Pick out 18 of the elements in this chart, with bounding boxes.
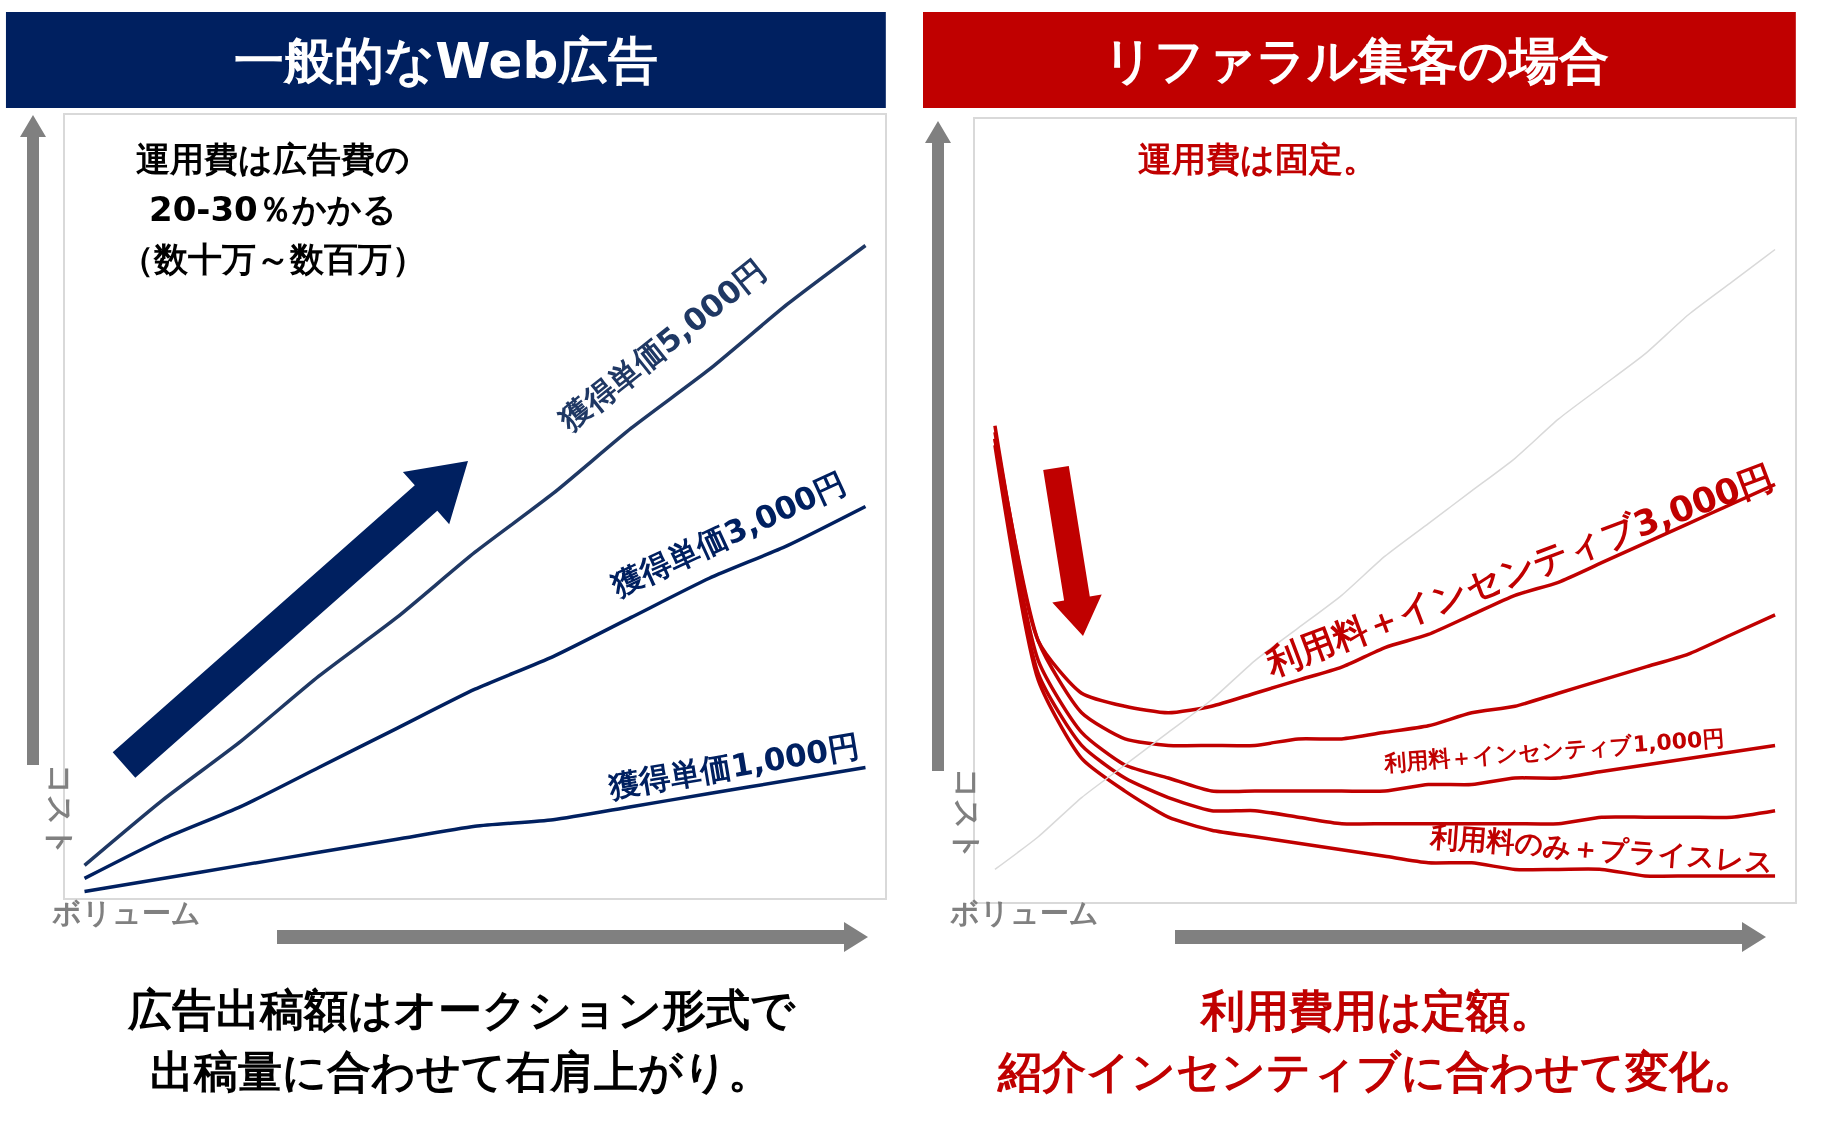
series-label: 利用料のみ＋プライスレス [1428,820,1775,879]
x-axis-title: ボリューム [52,896,201,930]
text: 利用料＋インセンティブ3,000円 [1259,456,1779,684]
text: 広告出稿額はオークション形式で [127,984,796,1035]
text: 運用費は固定。 [1138,139,1377,179]
series-label: 利用料＋インセンティブ1,000円 [1382,725,1726,776]
text: 紹介インセンティブに合わせて変化。 [996,1046,1757,1097]
y-axis-title: コスト [43,763,79,857]
text: 20-30％かかる [149,189,397,229]
text: 獲得単価1,000円 [604,727,862,805]
x-axis-title: ボリューム [950,896,1099,930]
annotation: （数十万～数百万） [120,239,426,279]
text: 運用費は広告費の [136,139,410,179]
y-axis-title: コスト [949,767,985,861]
chart-title: リファラル集客の場合 [1103,31,1610,90]
text: 出稿量に合わせて右肩上がり。 [150,1046,772,1097]
chart-title: 一般的なWeb広告 [234,31,659,90]
text: 利用費用は定額。 [1199,985,1554,1036]
